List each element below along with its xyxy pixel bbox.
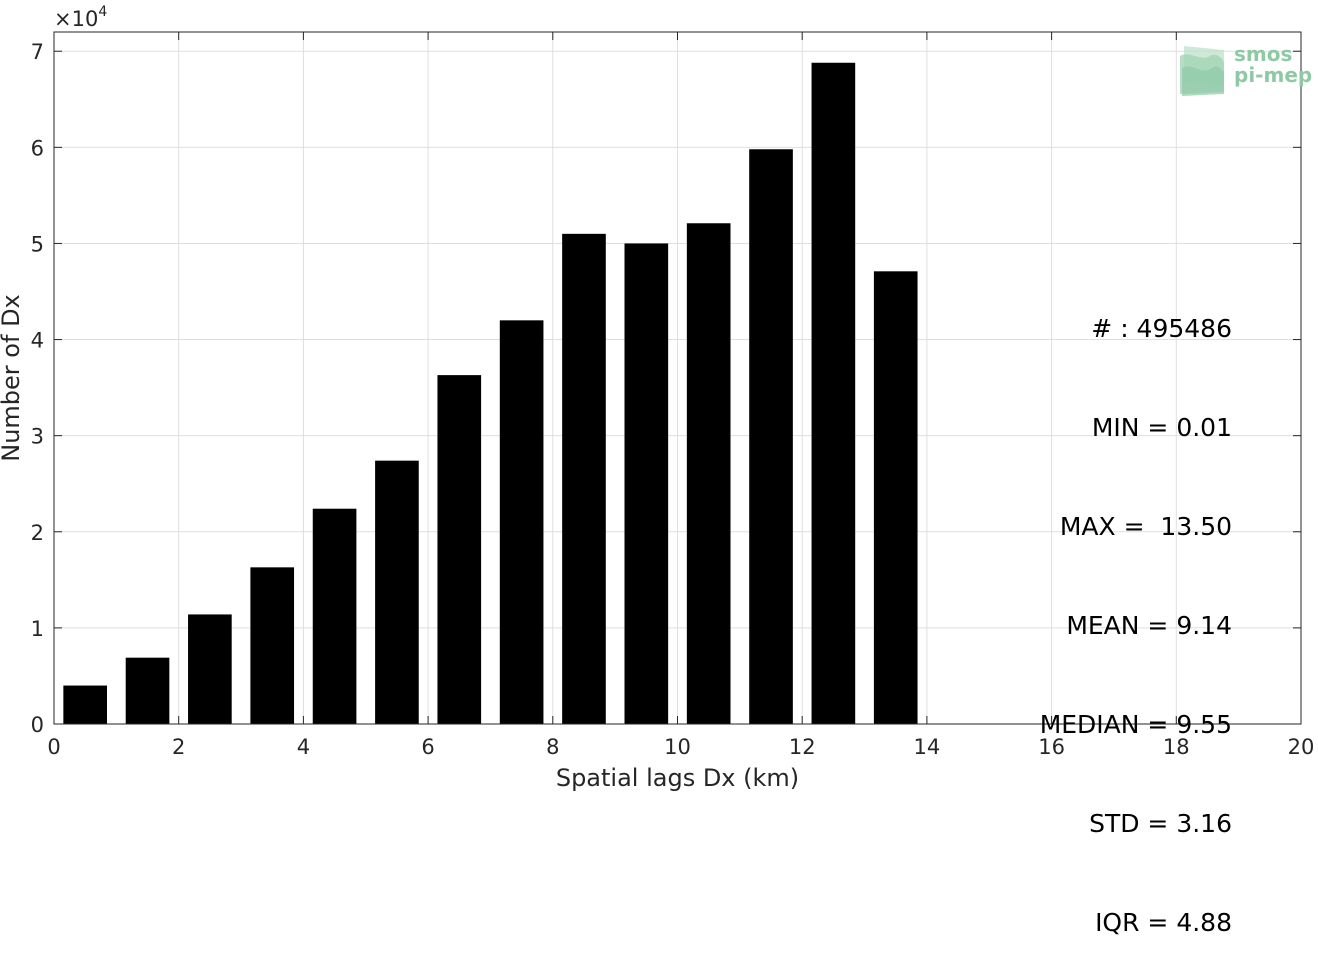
x-tick-label: 16 xyxy=(1038,735,1065,759)
x-tick-label: 14 xyxy=(914,735,941,759)
y-axis-label: Number of Dx xyxy=(0,294,25,461)
y-tick-label: 5 xyxy=(31,232,44,256)
y-tick-label: 6 xyxy=(31,136,44,160)
x-tick-label: 18 xyxy=(1163,735,1190,759)
y-tick-label: 2 xyxy=(31,521,44,545)
x-tick-label: 12 xyxy=(789,735,816,759)
bar xyxy=(312,508,357,724)
x-tick-label: 6 xyxy=(421,735,434,759)
x-axis-label: Spatial lags Dx (km) xyxy=(556,764,799,792)
logo-text: smos pi-mep xyxy=(1234,44,1312,86)
smos-pimep-logo: smos pi-mep xyxy=(1176,42,1316,98)
y-tick-label: 7 xyxy=(31,40,44,64)
logo-line2: pi-mep xyxy=(1234,63,1313,87)
x-tick-label: 0 xyxy=(47,735,60,759)
stat-count: # : 495486 xyxy=(1091,314,1232,343)
bar xyxy=(437,375,482,724)
stat-min: MIN = 0.01 xyxy=(1091,413,1232,442)
stat-std: STD = 3.16 xyxy=(1089,809,1232,838)
bar xyxy=(811,62,856,724)
bar xyxy=(125,657,170,724)
y-tick-label: 0 xyxy=(31,713,44,737)
bar xyxy=(624,243,669,724)
stat-median: MEDIAN = 9.55 xyxy=(1039,710,1232,739)
exponent-power: 4 xyxy=(98,4,107,20)
bars xyxy=(63,62,918,725)
bar xyxy=(63,685,107,724)
x-tick-label: 10 xyxy=(664,735,691,759)
y-tick-label: 1 xyxy=(31,617,44,641)
bar xyxy=(375,460,419,724)
statistics-panel: # : 495486 MIN = 0.01 MAX = 13.50 MEAN =… xyxy=(1040,246,1232,972)
bar xyxy=(686,223,731,724)
y-tick-label: 3 xyxy=(31,425,44,449)
logo-line1: smos xyxy=(1234,42,1293,66)
y-exponent-label: ×104 xyxy=(54,4,107,31)
stat-iqr: IQR = 4.88 xyxy=(1095,908,1232,937)
x-tick-label: 4 xyxy=(297,735,310,759)
bar xyxy=(188,614,232,724)
x-tick-label: 2 xyxy=(172,735,185,759)
bar xyxy=(873,271,918,724)
y-tick-label: 4 xyxy=(31,329,44,353)
bar xyxy=(749,149,793,724)
bar xyxy=(499,320,544,724)
stat-max: MAX = 13.50 xyxy=(1059,512,1232,541)
stat-mean: MEAN = 9.14 xyxy=(1066,611,1232,640)
exponent-base: ×10 xyxy=(54,7,98,31)
bar xyxy=(250,567,295,724)
bar xyxy=(562,233,606,725)
x-tick-label: 20 xyxy=(1288,735,1315,759)
logo-wave-icon xyxy=(1180,46,1224,96)
x-tick-label: 8 xyxy=(546,735,559,759)
